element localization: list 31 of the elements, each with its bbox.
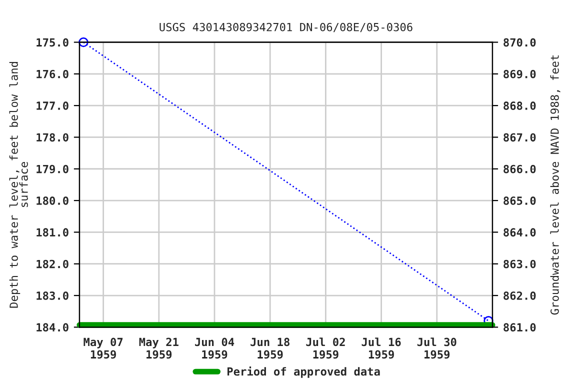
y-tick-label: 182.0: [36, 260, 68, 268]
y-tick-label: 184.0: [36, 323, 68, 332]
y2-tick-label: 863.0: [504, 260, 536, 268]
x-tick-label: Jul 02 1959: [306, 338, 345, 359]
x-tick-label: Jun 18 1959: [250, 338, 290, 359]
y2-tick-label: 867.0: [504, 133, 536, 142]
y-tick-label: 177.0: [36, 102, 68, 110]
y-tick-label: 181.0: [36, 228, 68, 237]
y-tick-label: 176.0: [36, 70, 68, 78]
y2-tick-label: 869.0: [504, 70, 536, 78]
y2-tick-label: 870.0: [504, 38, 536, 47]
x-tick-label: May 07 1959: [84, 338, 123, 359]
y-tick-label: 178.0: [36, 133, 68, 142]
legend-label: Period of approved data: [228, 366, 380, 378]
y2-tick-label: 861.0: [504, 323, 536, 332]
y-axis-title: Depth to water level, feet below land surface: [9, 62, 28, 308]
y2-tick-label: 864.0: [504, 228, 536, 237]
y2-tick-label: 865.0: [504, 196, 536, 205]
y-tick-label: 180.0: [36, 196, 68, 205]
y2-axis-title: Groundwater level above NAVD 1988, feet: [550, 55, 560, 315]
x-tick-label: Jul 16 1959: [362, 338, 401, 359]
y-tick-label: 183.0: [36, 291, 68, 300]
y2-tick-label: 866.0: [504, 164, 536, 174]
chart-title: USGS 430143089342701 DN-06/08E/05-0306: [160, 22, 412, 32]
x-tick-label: Jul 30 1959: [417, 338, 456, 359]
y-tick-label: 179.0: [36, 164, 68, 174]
y-tick-label: 175.0: [36, 38, 68, 47]
x-tick-label: May 21 1959: [139, 338, 178, 359]
y2-tick-label: 868.0: [504, 102, 536, 110]
x-tick-label: Jun 04 1959: [195, 338, 234, 359]
y2-tick-label: 862.0: [504, 291, 536, 300]
